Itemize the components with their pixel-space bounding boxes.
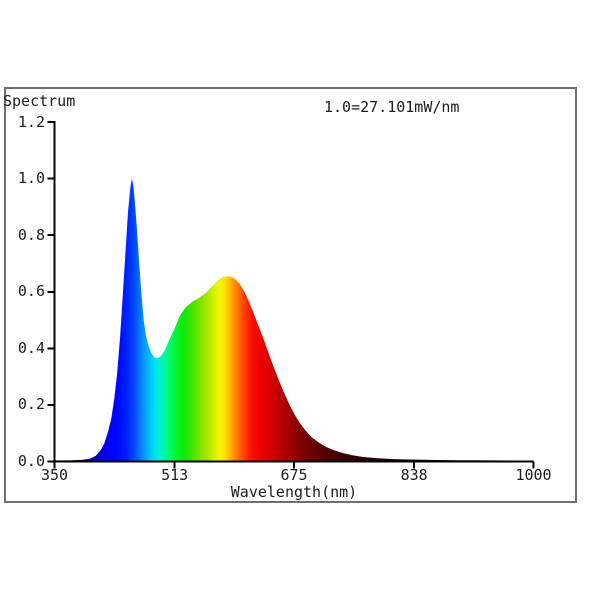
y-tick-label: 0.2 [17, 395, 45, 414]
x-axis-title: Wavelength(nm) [230, 483, 358, 501]
y-tick-label: 0.6 [17, 282, 45, 301]
chart-title: Spectrum [3, 92, 76, 110]
y-tick-label: 0.4 [17, 338, 45, 357]
y-tick-label: 1.2 [17, 112, 45, 131]
x-tick-label: 1000 [515, 466, 552, 484]
chart-frame [4, 87, 577, 503]
x-tick-label: 350 [40, 466, 69, 484]
y-axis-tick-labels: 0.0 0.2 0.4 0.6 0.8 1.0 1.2 [0, 0, 45, 600]
y-tick-label: 0.0 [17, 452, 45, 470]
x-tick-label: 513 [161, 466, 189, 484]
axis-tick-marks [47, 121, 535, 469]
y-tick-label: 1.0 [17, 169, 45, 188]
scale-annotation: 1.0=27.101mW/nm [324, 98, 460, 116]
x-tick-label: 838 [400, 466, 428, 484]
spectrum-area [54, 178, 534, 462]
y-tick-label: 0.8 [17, 225, 45, 244]
x-tick-label: 675 [280, 466, 308, 484]
